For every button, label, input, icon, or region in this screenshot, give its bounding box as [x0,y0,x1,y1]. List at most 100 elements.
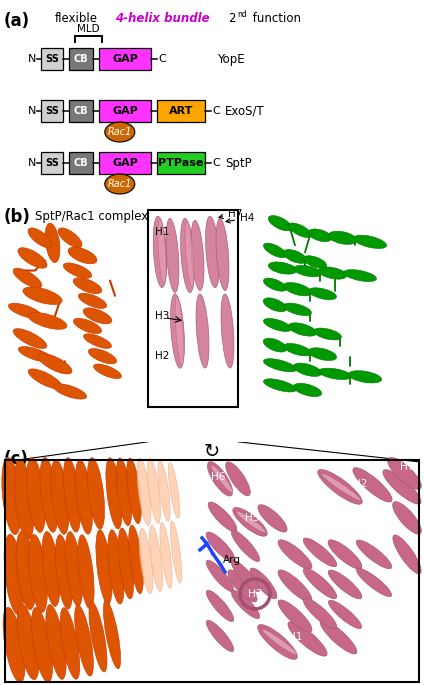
Text: H2: H2 [155,351,169,361]
Ellipse shape [28,228,52,248]
Ellipse shape [206,216,220,288]
Ellipse shape [158,460,170,521]
Ellipse shape [139,528,153,594]
Text: Rac1: Rac1 [108,127,132,137]
Ellipse shape [258,625,297,660]
Ellipse shape [356,569,392,597]
Ellipse shape [84,334,112,349]
Ellipse shape [2,457,21,534]
Text: H1: H1 [288,632,302,642]
Ellipse shape [105,122,135,142]
Ellipse shape [64,458,81,532]
Ellipse shape [168,462,180,518]
Ellipse shape [75,605,93,676]
Ellipse shape [170,521,182,583]
Bar [99,152,151,174]
Ellipse shape [106,458,122,529]
Text: C: C [212,106,220,116]
Ellipse shape [18,347,52,362]
Bar [69,100,93,122]
Text: Arg: Arg [223,555,241,565]
Ellipse shape [208,502,237,532]
Ellipse shape [309,288,337,299]
Text: nd: nd [237,10,247,19]
Ellipse shape [288,223,312,238]
Bar [148,210,238,407]
Ellipse shape [393,535,421,574]
Text: SptP: SptP [225,156,251,169]
Ellipse shape [293,363,322,377]
Ellipse shape [45,223,60,262]
Ellipse shape [263,278,287,291]
Text: 2: 2 [228,12,235,25]
Bar [41,152,63,174]
Text: SS: SS [45,106,59,116]
Ellipse shape [206,590,234,621]
Text: ART: ART [169,106,193,116]
Bar [41,48,63,70]
Ellipse shape [60,608,80,680]
Ellipse shape [263,298,287,312]
Ellipse shape [318,368,351,379]
Ellipse shape [216,219,229,290]
Ellipse shape [356,540,392,569]
Ellipse shape [232,560,260,592]
Ellipse shape [283,249,307,263]
Ellipse shape [17,604,39,680]
Ellipse shape [75,460,92,534]
Text: function: function [249,12,301,25]
Ellipse shape [263,379,296,392]
Text: GAP: GAP [112,158,138,168]
Ellipse shape [263,338,287,352]
Text: C: C [158,54,166,64]
Text: ExoS/T: ExoS/T [225,105,265,118]
Ellipse shape [40,458,58,532]
Ellipse shape [38,353,72,374]
Ellipse shape [263,243,287,258]
Ellipse shape [108,530,124,604]
Ellipse shape [181,219,195,292]
Ellipse shape [196,294,209,368]
Ellipse shape [103,600,121,669]
Ellipse shape [13,268,42,288]
Ellipse shape [27,458,45,532]
Ellipse shape [278,600,312,632]
Ellipse shape [127,458,141,523]
Ellipse shape [56,535,73,609]
Ellipse shape [42,532,60,606]
Ellipse shape [263,319,292,332]
Ellipse shape [28,369,62,389]
Text: H7: H7 [219,209,243,219]
Ellipse shape [8,303,42,319]
Ellipse shape [236,511,266,533]
Text: N: N [28,54,36,64]
Ellipse shape [303,598,337,629]
Ellipse shape [206,560,234,592]
Text: PTPase: PTPase [158,158,204,168]
Ellipse shape [170,294,184,369]
Ellipse shape [13,329,47,349]
Text: flexible: flexible [55,12,98,25]
Ellipse shape [73,277,102,294]
Ellipse shape [31,608,53,682]
Ellipse shape [68,247,97,264]
Bar [41,100,63,122]
Ellipse shape [284,343,312,356]
Ellipse shape [232,530,260,562]
Ellipse shape [263,359,296,372]
Ellipse shape [87,458,105,529]
Ellipse shape [206,532,235,562]
Ellipse shape [160,523,172,588]
Ellipse shape [28,312,67,329]
Ellipse shape [233,508,267,536]
Ellipse shape [328,232,357,245]
Text: H1: H1 [155,227,169,237]
Text: N: N [28,158,36,168]
Ellipse shape [383,470,421,504]
Bar [99,100,151,122]
Ellipse shape [206,621,234,651]
Ellipse shape [83,308,112,324]
Ellipse shape [328,540,362,569]
Ellipse shape [88,349,117,364]
Ellipse shape [393,501,421,534]
